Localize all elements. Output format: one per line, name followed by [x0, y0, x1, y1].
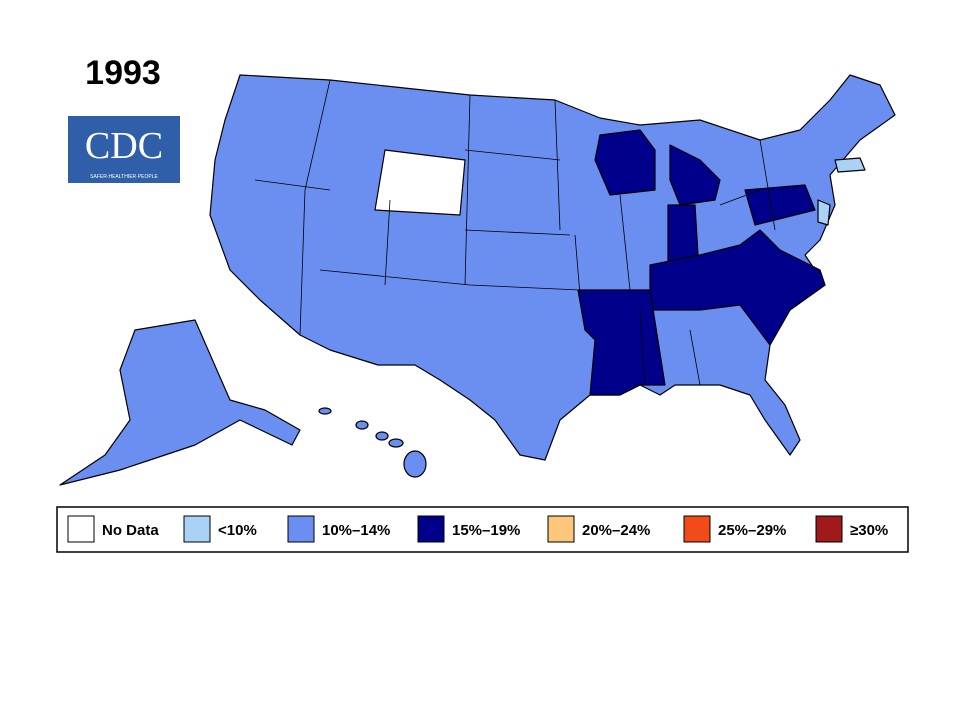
legend-swatch	[183, 515, 211, 543]
logo-tagline: SAFER·HEALTHIER·PEOPLE	[90, 174, 158, 180]
island	[318, 407, 332, 415]
wisconsin	[594, 129, 656, 196]
legend-swatch	[683, 515, 711, 543]
cdc-logo: CDC SAFER·HEALTHIER·PEOPLE	[68, 116, 180, 183]
alaska	[59, 319, 301, 486]
hawaii	[318, 407, 427, 478]
legend-label: 15%–19%	[452, 522, 520, 539]
legend-label: No Data	[102, 522, 159, 539]
legend-swatch	[815, 515, 843, 543]
island	[355, 420, 369, 430]
map	[59, 74, 896, 486]
massachusetts	[834, 157, 866, 173]
legend-swatch	[67, 515, 95, 543]
wyoming	[374, 149, 466, 216]
legend-label: 20%–24%	[582, 522, 650, 539]
island	[403, 450, 427, 478]
legend-label: <10%	[218, 522, 257, 539]
logo-text: CDC	[85, 125, 163, 167]
legend-label: ≥30%	[850, 522, 888, 539]
legend-swatch	[287, 515, 315, 543]
legend-swatch	[417, 515, 445, 543]
michigan	[669, 144, 721, 206]
legend: No Data <10% 10%–14% 15%–19% 20%–24% 25%–29% ≥…	[67, 515, 888, 543]
year-title: 1993	[85, 54, 161, 92]
legend-label: 25%–29%	[718, 522, 786, 539]
legend-swatch	[547, 515, 575, 543]
south-central-states	[577, 289, 666, 396]
new-jersey	[817, 199, 831, 226]
southeast-states	[649, 229, 826, 346]
pennsylvania	[744, 184, 816, 226]
legend-label: 10%–14%	[322, 522, 390, 539]
state-borders	[254, 79, 776, 386]
island	[388, 438, 404, 448]
island	[375, 431, 389, 441]
logo-box	[68, 116, 180, 183]
